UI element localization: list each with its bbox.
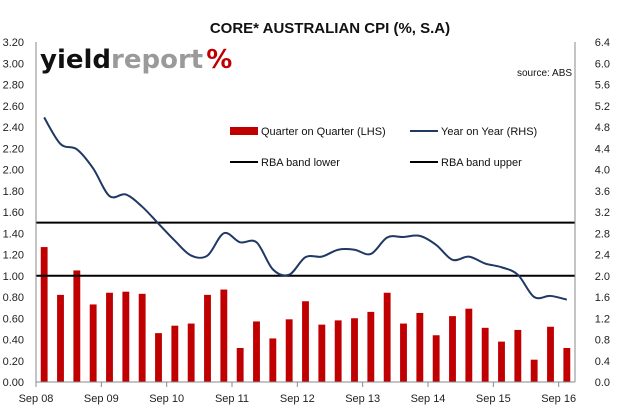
legend-label: RBA band upper [441,157,522,169]
left-tick-label: 0.20 [3,356,24,368]
qoq-bar [236,348,244,382]
qoq-bars [40,247,571,382]
qoq-bar [563,348,571,382]
qoq-bar [481,327,489,382]
logo-text-report: report [111,45,203,75]
right-tick-label: 6.4 [595,37,610,49]
left-tick-label: 0.80 [3,292,24,304]
qoq-bar [416,312,424,382]
left-tick-label: 3.20 [3,37,24,49]
qoq-bar [187,323,195,382]
qoq-bar [302,301,309,382]
left-tick-label: 1.80 [3,186,24,198]
qoq-bar [465,308,473,382]
left-tick-label: 0.60 [3,313,24,325]
chart-title: CORE* AUSTRALIAN CPI (%, S.A) [210,20,450,37]
qoq-bar [530,359,538,382]
left-tick-label: 1.40 [3,228,24,240]
right-tick-label: 1.2 [595,313,610,325]
left-tick-label: 2.00 [3,165,24,177]
right-tick-label: 4.8 [595,122,610,134]
x-axis-ticks: Sep 08 Sep 09 Sep 10 Sep 11 Sep 12 Sep 13 Sep … [19,382,576,405]
source-label: source: ABS [517,68,572,79]
qoq-bar [498,341,505,382]
qoq-bar [318,324,326,382]
right-tick-label: 0.0 [595,377,610,389]
logo-text-yield: yield [40,45,111,75]
x-tick-label: Sep 14 [411,393,446,405]
x-tick-label: Sep 08 [19,393,54,405]
qoq-bar [138,293,146,382]
right-tick-label: 1.6 [595,292,610,304]
qoq-bar [204,294,211,382]
left-tick-label: 2.80 [3,80,24,92]
left-tick-label: 0.00 [3,377,24,389]
rba-band-lines [36,221,575,277]
right-tick-label: 6.0 [595,58,610,70]
qoq-bar [547,326,554,382]
x-tick-label: Sep 10 [149,393,184,405]
legend-label: Quarter on Quarter (LHS) [261,126,386,138]
qoq-bar [122,291,130,382]
right-tick-label: 3.2 [595,207,610,219]
qoq-bar [73,270,81,382]
logo-percent-symbol: % [206,45,232,75]
right-axis-ticks: 0.0 0.4 0.8 1.2 1.6 2.0 2.4 2.8 3.2 3.6 4.0 4.4 4.8 5… [595,37,610,389]
legend-label: RBA band lower [261,157,340,169]
right-tick-label: 5.2 [595,101,610,113]
left-tick-label: 1.20 [3,250,24,262]
yoy-line [43,116,568,301]
qoq-bar [367,311,375,382]
qoq-bar [400,323,407,382]
qoq-bar [106,292,113,382]
right-tick-label: 2.4 [595,250,610,262]
svg-text:yieldreport%: yieldreport% [40,45,232,75]
x-tick-label: Sep 13 [345,393,380,405]
right-tick-label: 0.8 [595,335,610,347]
qoq-bar [89,304,97,382]
qoq-bar [351,318,358,382]
right-tick-label: 4.0 [595,165,610,177]
left-tick-label: 2.20 [3,143,24,155]
left-tick-label: 2.40 [3,122,24,134]
left-tick-label: 1.60 [3,207,24,219]
x-tick-label: Sep 16 [541,393,576,405]
qoq-bar [171,325,179,382]
right-tick-label: 2.0 [595,271,610,283]
legend-label: Year on Year (RHS) [441,126,537,138]
right-tick-label: 5.6 [595,80,610,92]
x-tick-label: Sep 09 [84,393,119,405]
right-tick-label: 4.4 [595,143,610,155]
yoy-line-group [43,116,568,301]
x-tick-label: Sep 11 [215,393,249,405]
left-tick-label: 0.40 [3,335,24,347]
qoq-bar [220,289,228,382]
legend: Quarter on Quarter (LHS) Year on Year (RH… [230,126,537,169]
axes [35,42,576,383]
x-tick-label: Sep 12 [280,393,315,405]
qoq-bar [40,247,48,382]
qoq-bar [269,338,277,382]
qoq-bar [383,292,391,382]
qoq-bar [432,335,440,382]
legend-swatch [230,127,258,135]
left-tick-label: 1.00 [3,271,24,283]
qoq-bar [449,316,456,382]
qoq-bar [514,329,522,382]
right-tick-label: 2.8 [595,228,610,240]
qoq-bar [155,333,162,382]
yieldreport-logo: yieldreport% [40,45,232,75]
left-tick-label: 3.00 [3,58,24,70]
left-axis-ticks: 0.00 0.20 0.40 0.60 0.80 1.00 1.20 1.40 1.60 1.80… [3,37,24,389]
qoq-bar [285,319,293,382]
qoq-bar [253,321,260,382]
left-tick-label: 2.60 [3,101,24,113]
right-tick-label: 0.4 [595,356,610,368]
right-tick-label: 3.6 [595,186,610,198]
qoq-bar [334,320,342,382]
qoq-bar [57,294,64,382]
x-tick-label: Sep 15 [476,393,511,405]
